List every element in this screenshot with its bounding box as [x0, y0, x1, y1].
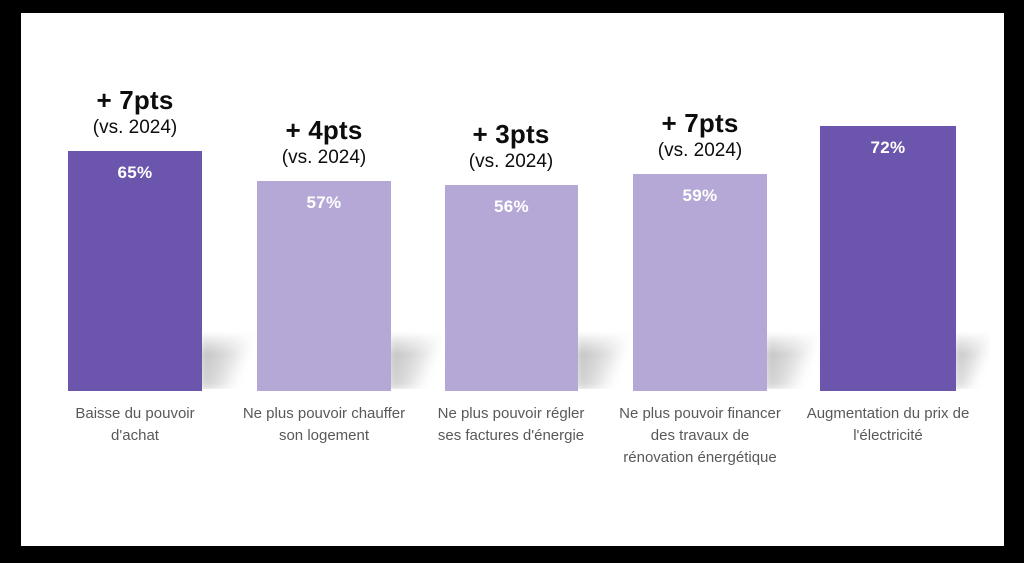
bar-shadow	[389, 331, 445, 389]
bar-category-label: Baisse du pouvoir d'achat	[75, 405, 195, 444]
bar-category-label: Ne plus pouvoir financer des travaux de …	[619, 405, 781, 466]
vs-2024-label: (vs. 2024)	[92, 117, 178, 138]
bar-value-label: 57%	[306, 193, 342, 212]
bar: 65%	[68, 151, 202, 391]
vs-2024-label: (vs. 2024)	[657, 140, 743, 161]
bar-value-label: 72%	[870, 138, 906, 157]
bar-value-label: 59%	[682, 186, 718, 205]
delta-label: + 7pts	[96, 85, 174, 115]
bar: 59%	[633, 174, 767, 391]
delta-label: + 3pts	[472, 119, 550, 149]
bar: 56%	[445, 185, 578, 391]
vs-2024-label: (vs. 2024)	[281, 147, 367, 168]
delta-label: + 7pts	[661, 108, 739, 138]
bar-category-label: Ne plus pouvoir régler ses factures d'én…	[437, 405, 585, 444]
delta-annotation: + 7pts (vs. 2024)	[35, 85, 235, 141]
bar-shadow	[765, 331, 821, 389]
delta-annotation: + 4pts (vs. 2024)	[224, 115, 424, 171]
bar-shadow	[200, 331, 256, 389]
bar-value-label: 65%	[117, 163, 153, 182]
delta-annotation: + 3pts (vs. 2024)	[411, 119, 611, 175]
bar: 72%	[820, 126, 956, 391]
bar-value-label: 56%	[494, 197, 529, 216]
bar-category-label: Ne plus pouvoir chauffer son logement	[242, 405, 406, 444]
delta-annotation: + 7pts (vs. 2024)	[600, 108, 800, 164]
delta-label: + 4pts	[285, 115, 363, 145]
vs-2024-label: (vs. 2024)	[468, 151, 554, 172]
bar-category-label: Augmentation du prix de l'électricité	[806, 405, 970, 444]
bar-shadow	[954, 331, 990, 389]
bar-shadow	[576, 331, 632, 389]
bar: 57%	[257, 181, 391, 391]
